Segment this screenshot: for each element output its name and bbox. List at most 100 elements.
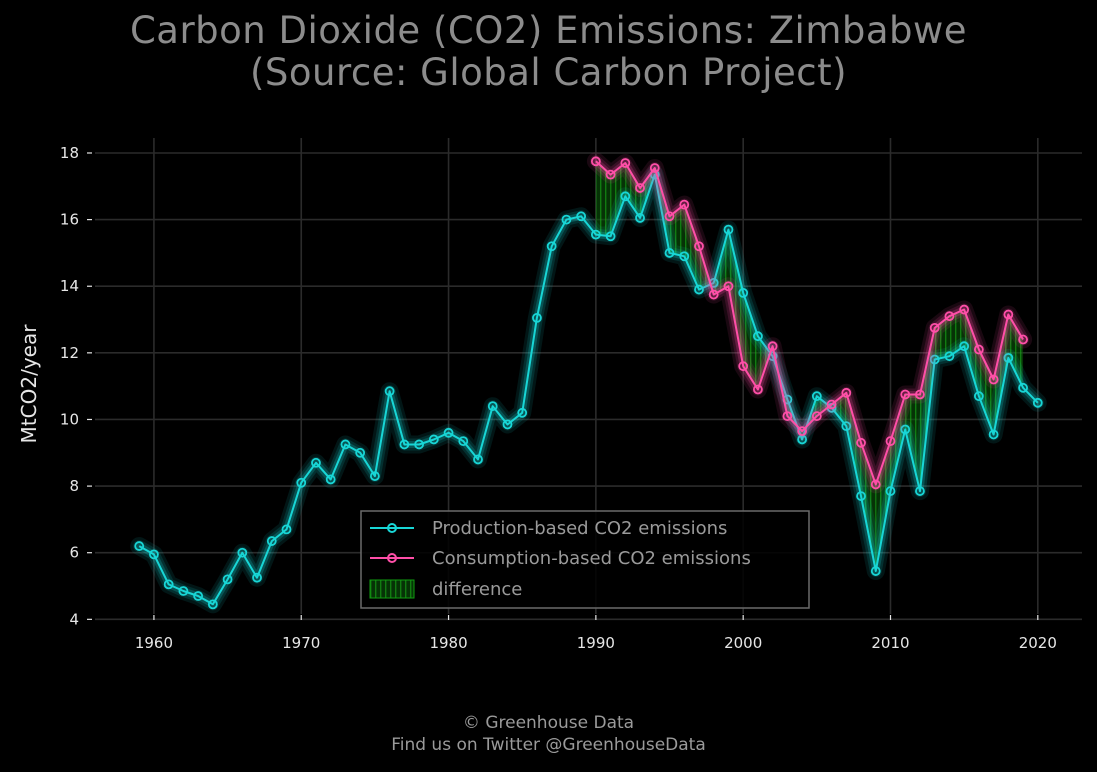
data-point-production: [694, 284, 704, 295]
footer: © Greenhouse Data Find us on Twitter @Gr…: [0, 712, 1097, 756]
data-point-production: [443, 427, 454, 438]
data-point-production: [458, 436, 469, 447]
data-point-production: [988, 429, 999, 440]
data-point-consumption: [856, 437, 866, 448]
data-point-production: [664, 248, 675, 258]
data-point-production: [502, 419, 513, 430]
data-point-production: [885, 486, 896, 496]
difference-segment: [831, 392, 847, 427]
x-tick-label: 2010: [871, 634, 909, 652]
data-point-production: [355, 447, 366, 458]
legend-item-production: Production-based CO2 emissions: [370, 518, 727, 539]
data-point-consumption: [973, 344, 984, 355]
data-point-production: [1032, 397, 1043, 408]
data-point-consumption: [664, 211, 675, 222]
data-point-consumption: [605, 169, 616, 180]
data-point-production: [841, 421, 852, 432]
difference-segment: [846, 392, 862, 497]
data-point-production: [973, 391, 984, 402]
data-point-production: [753, 331, 763, 342]
data-point-production: [414, 439, 424, 450]
footer-copyright: © Greenhouse Data: [462, 713, 635, 733]
data-point-consumption: [1003, 309, 1014, 320]
data-point-production: [399, 439, 410, 450]
series-consumption: [586, 152, 1033, 494]
data-point-consumption: [1018, 334, 1028, 345]
data-point-consumption: [944, 311, 955, 322]
y-tick-label: 12: [60, 344, 79, 362]
data-point-consumption: [900, 389, 911, 400]
x-tick-label: 2000: [724, 634, 762, 652]
data-point-consumption: [870, 479, 881, 490]
difference-segment: [993, 314, 1009, 435]
data-point-consumption: [620, 158, 631, 168]
data-point-production: [620, 191, 631, 202]
data-point-production: [178, 586, 189, 596]
chart-title-line-1: Carbon Dioxide (CO2) Emissions: Zimbabwe: [129, 9, 968, 52]
difference-segment: [1008, 314, 1024, 388]
data-point-production: [605, 231, 616, 242]
y-tick-label: 4: [69, 610, 79, 628]
legend-label-production: Production-based CO2 emissions: [432, 518, 727, 539]
data-point-production: [944, 351, 955, 362]
data-point-consumption: [959, 304, 970, 315]
difference-segment: [684, 204, 699, 290]
data-point-consumption: [679, 199, 690, 210]
data-point-production: [340, 439, 351, 450]
data-point-production: [929, 354, 940, 365]
y-tick-label: 10: [60, 410, 79, 428]
data-point-consumption: [915, 389, 925, 400]
difference-segment: [816, 396, 832, 417]
data-point-production: [635, 213, 645, 223]
difference-segment: [905, 394, 920, 492]
data-point-production: [738, 287, 749, 298]
data-point-consumption: [885, 436, 896, 447]
data-point-production: [325, 474, 336, 485]
legend-marker-consumption: [387, 553, 397, 563]
series-line-consumption: [595, 160, 1024, 486]
data-point-production: [237, 547, 248, 558]
data-point-production: [546, 241, 557, 252]
data-point-production: [473, 454, 483, 465]
data-point-consumption: [797, 426, 808, 437]
y-axis-label: MtCO2/year: [17, 324, 41, 444]
data-point-consumption: [811, 411, 822, 422]
series-production: [130, 165, 1047, 614]
data-point-production: [576, 211, 587, 222]
legend-item-consumption: Consumption-based CO2 emissions: [370, 548, 751, 569]
x-tick-label: 2020: [1019, 634, 1057, 652]
series-line-production: [138, 173, 1039, 606]
y-tick-label: 14: [60, 277, 79, 295]
data-point-production: [1018, 382, 1028, 393]
data-point-consumption: [723, 281, 734, 292]
data-point-consumption: [929, 322, 940, 333]
data-point-production: [149, 549, 159, 560]
data-point-production: [561, 214, 572, 225]
difference-segment: [595, 161, 611, 237]
data-point-consumption: [826, 399, 837, 410]
axes: 4 6 8 10 12 14 16 18 1960 1970 1980 1990 2000 2010 202…: [60, 144, 1057, 652]
data-point-production: [590, 229, 601, 240]
data-point-consumption: [841, 387, 852, 398]
data-point-production: [1003, 352, 1014, 363]
data-point-production: [428, 434, 439, 445]
data-point-consumption: [635, 183, 645, 193]
legend-box: [360, 510, 810, 609]
data-point-production: [207, 599, 218, 610]
data-point-production: [915, 486, 925, 496]
legend-label-consumption: Consumption-based CO2 emissions: [432, 548, 751, 569]
data-point-consumption: [708, 289, 719, 300]
data-point-production: [369, 471, 380, 482]
data-point-production: [517, 407, 528, 418]
x-tick-label: 1960: [135, 634, 173, 652]
series-group: [130, 152, 1047, 614]
data-point-production: [311, 457, 321, 468]
data-point-production: [252, 572, 262, 583]
x-tick-label: 1970: [282, 634, 320, 652]
data-point-consumption: [649, 163, 660, 173]
y-tick-label: 16: [60, 211, 79, 229]
chart-title: Carbon Dioxide (CO2) Emissions: Zimbabwe…: [0, 10, 1097, 94]
data-point-production: [723, 224, 734, 235]
data-point-production: [193, 591, 204, 601]
difference-segment: [890, 394, 906, 492]
